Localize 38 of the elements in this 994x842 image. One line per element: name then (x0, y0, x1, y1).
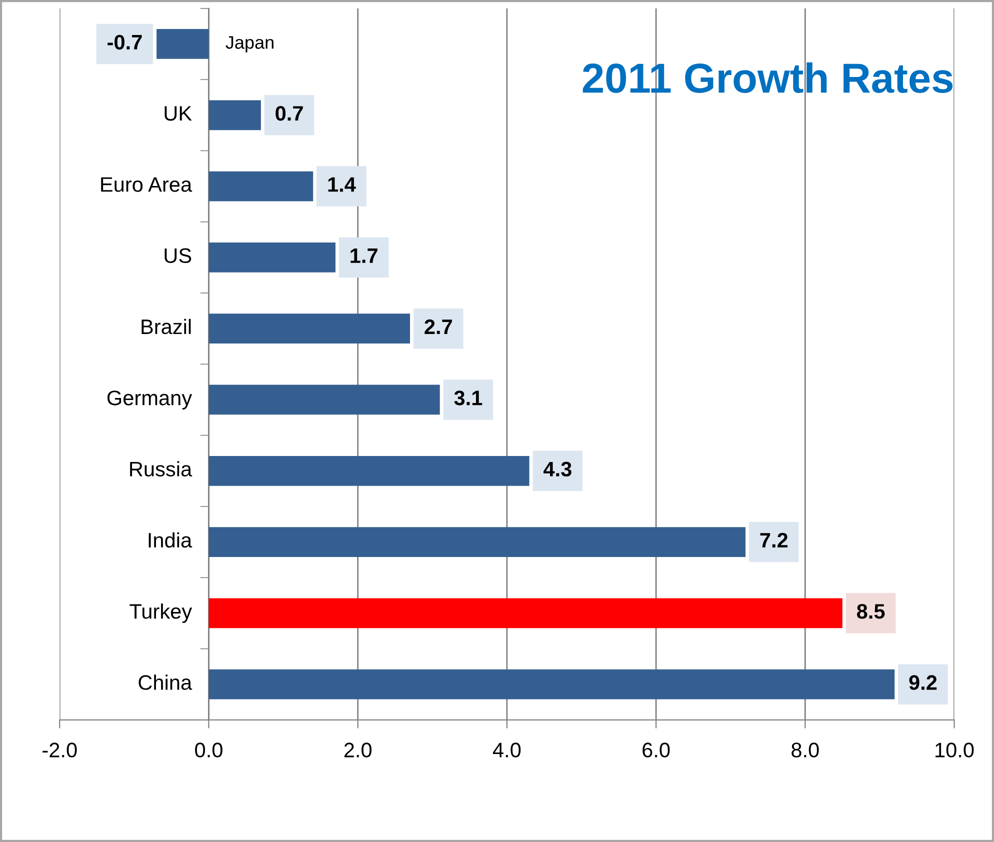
y-tick-label: Russia (130, 461, 192, 476)
data-label: 4.3 (544, 462, 572, 477)
bar (208, 171, 314, 202)
data-label: 3.1 (454, 390, 482, 406)
y-tick-label: Brazil (142, 318, 191, 334)
y-tick-label: China (138, 674, 192, 690)
bar (208, 598, 842, 628)
bar (208, 456, 530, 486)
data-label: 0.7 (276, 106, 303, 121)
bar (208, 384, 440, 415)
bar (208, 669, 895, 700)
x-tick-label: 4.0 (492, 742, 521, 758)
bar (208, 314, 410, 344)
data-label: 1.4 (328, 177, 356, 192)
x-tick-label: 10.0 (936, 742, 974, 758)
x-tick-label: 8.0 (792, 742, 819, 758)
data-label: 8.5 (856, 604, 885, 619)
text: 2011 Growth Rates (582, 62, 953, 93)
bar (208, 527, 746, 557)
x-tick-label: -2.0 (42, 742, 77, 758)
y-tick-label: Turkey (130, 603, 192, 623)
data-label: 2.7 (424, 319, 452, 334)
x-tick-label: 2.0 (344, 742, 372, 758)
y-tick-label: Germany (107, 390, 192, 410)
x-tick-label: 6.0 (642, 742, 670, 758)
x-tick-label: 0.0 (195, 742, 222, 758)
y-tick-label: UK (164, 106, 192, 121)
data-label: 7.2 (760, 532, 788, 548)
bar (156, 29, 209, 59)
data-label: 9.2 (909, 675, 937, 690)
data-label: -0.7 (108, 34, 142, 50)
bar (208, 100, 261, 130)
y-tick-label: Euro Area (101, 177, 192, 192)
y-tick-label: Japan (226, 36, 274, 52)
y-tick-label: India (148, 532, 192, 548)
data-label: 1.7 (350, 248, 378, 263)
y-tick-label: US (164, 248, 192, 264)
bar (208, 242, 336, 272)
